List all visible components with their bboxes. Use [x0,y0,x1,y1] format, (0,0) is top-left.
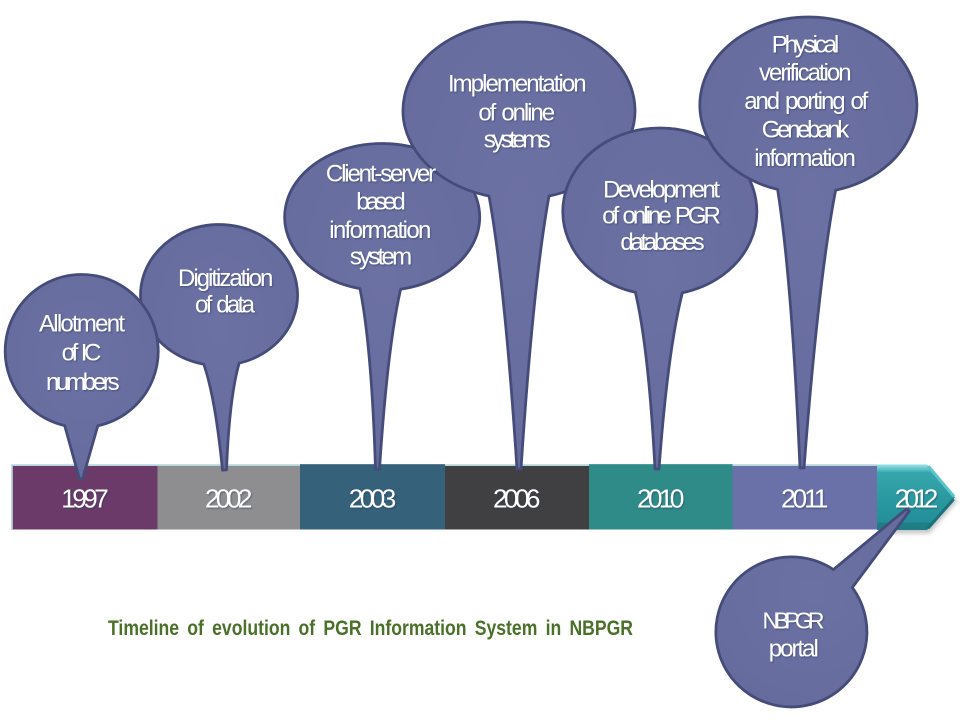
svg-text:of online: of online [478,100,555,127]
svg-text:system: system [350,244,412,271]
svg-text:of online PGR: of online PGR [602,202,721,229]
svg-text:and porting of: and porting of [744,88,868,115]
svg-text:Physical: Physical [772,32,839,59]
svg-text:portal: portal [769,635,819,662]
svg-text:2010: 2010 [637,484,685,514]
svg-text:2011: 2011 [781,484,829,514]
svg-text:of IC: of IC [62,339,102,366]
svg-text:2003: 2003 [349,484,397,514]
svg-text:Development: Development [603,176,720,203]
svg-text:numbers: numbers [46,369,120,396]
svg-text:Genebank: Genebank [762,117,851,144]
svg-text:of data: of data [195,292,256,319]
svg-text:information: information [329,217,431,244]
svg-text:systems: systems [484,126,551,153]
svg-text:Client-server: Client-server [326,161,436,188]
svg-text:2006: 2006 [493,484,541,514]
svg-text:information: information [754,145,856,172]
svg-text:1997: 1997 [61,484,109,514]
svg-text:NBPGR: NBPGR [763,608,825,634]
svg-text:verification: verification [759,59,852,86]
svg-text:based: based [356,189,406,216]
svg-text:2002: 2002 [205,484,253,514]
svg-text:Implementation: Implementation [448,71,587,98]
svg-text:Digitization: Digitization [178,265,273,292]
svg-text:Allotment: Allotment [39,311,125,338]
svg-text:Timeline of evolution of PGR I: Timeline of evolution of PGR Information… [108,617,633,640]
svg-text:2012: 2012 [895,484,939,514]
svg-text:databases: databases [620,229,704,256]
